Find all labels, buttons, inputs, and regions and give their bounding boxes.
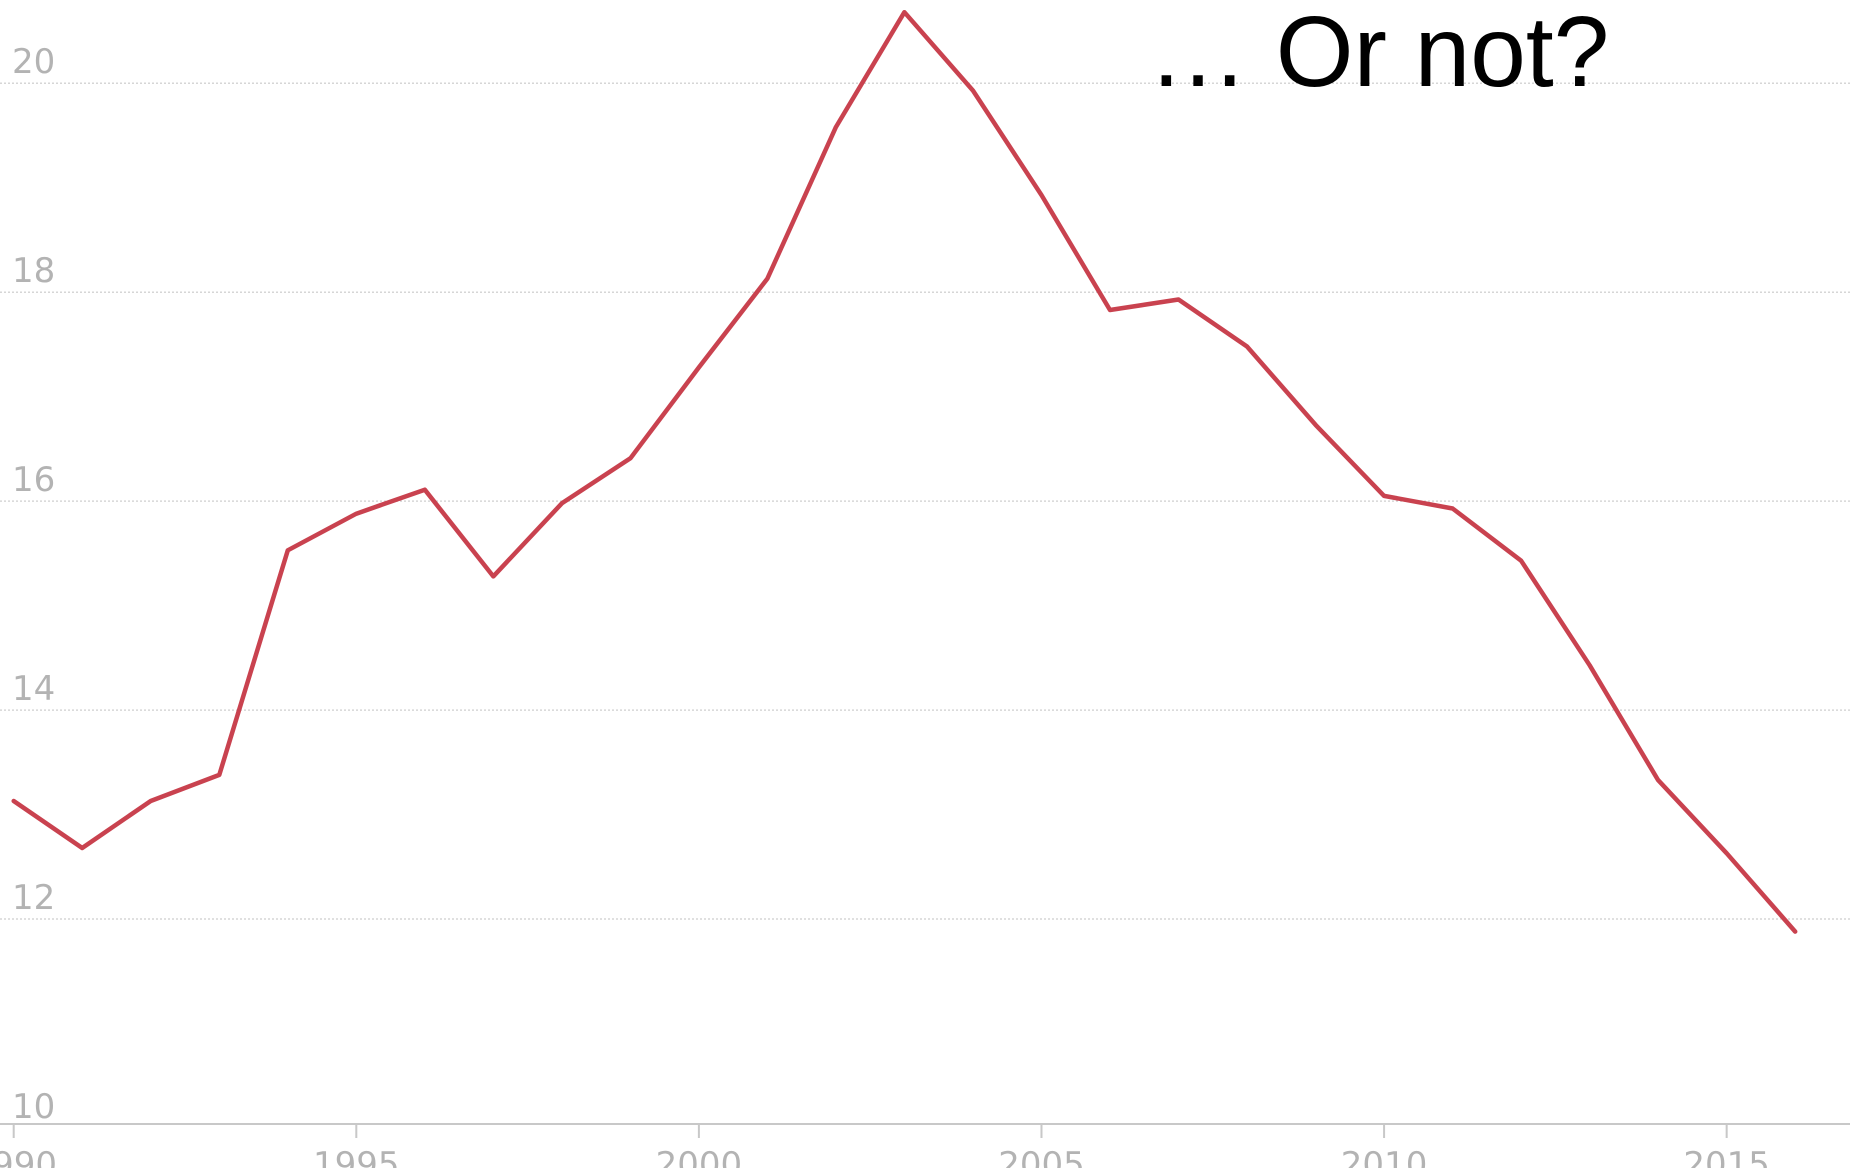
x-axis: 1990 1995 2000 2005 2010 2015 — [0, 1123, 1850, 1168]
y-tick-label: 16 — [12, 460, 55, 500]
y-tick-label: 10 — [12, 1087, 55, 1127]
grid-lines — [0, 82, 1850, 920]
y-axis-tick-labels: 10 12 14 16 18 20 — [12, 42, 55, 1127]
x-tick-label: 1995 — [313, 1145, 400, 1168]
series-lines — [11, 9, 1798, 934]
y-tick-label: 14 — [12, 669, 55, 709]
y-tick-label: 20 — [12, 42, 55, 82]
x-tick-label: 2010 — [1341, 1145, 1428, 1168]
x-tick-label: 2015 — [1683, 1145, 1770, 1168]
x-tick-label: 2005 — [998, 1145, 1085, 1168]
chart-annotation: … Or not? — [1148, 0, 1609, 108]
y-tick-label: 12 — [12, 878, 55, 918]
y-tick-label: 18 — [12, 251, 55, 291]
x-tick-label: 2000 — [656, 1145, 743, 1168]
x-tick-label: 1990 — [0, 1145, 57, 1168]
series-line-0 — [11, 9, 1798, 934]
